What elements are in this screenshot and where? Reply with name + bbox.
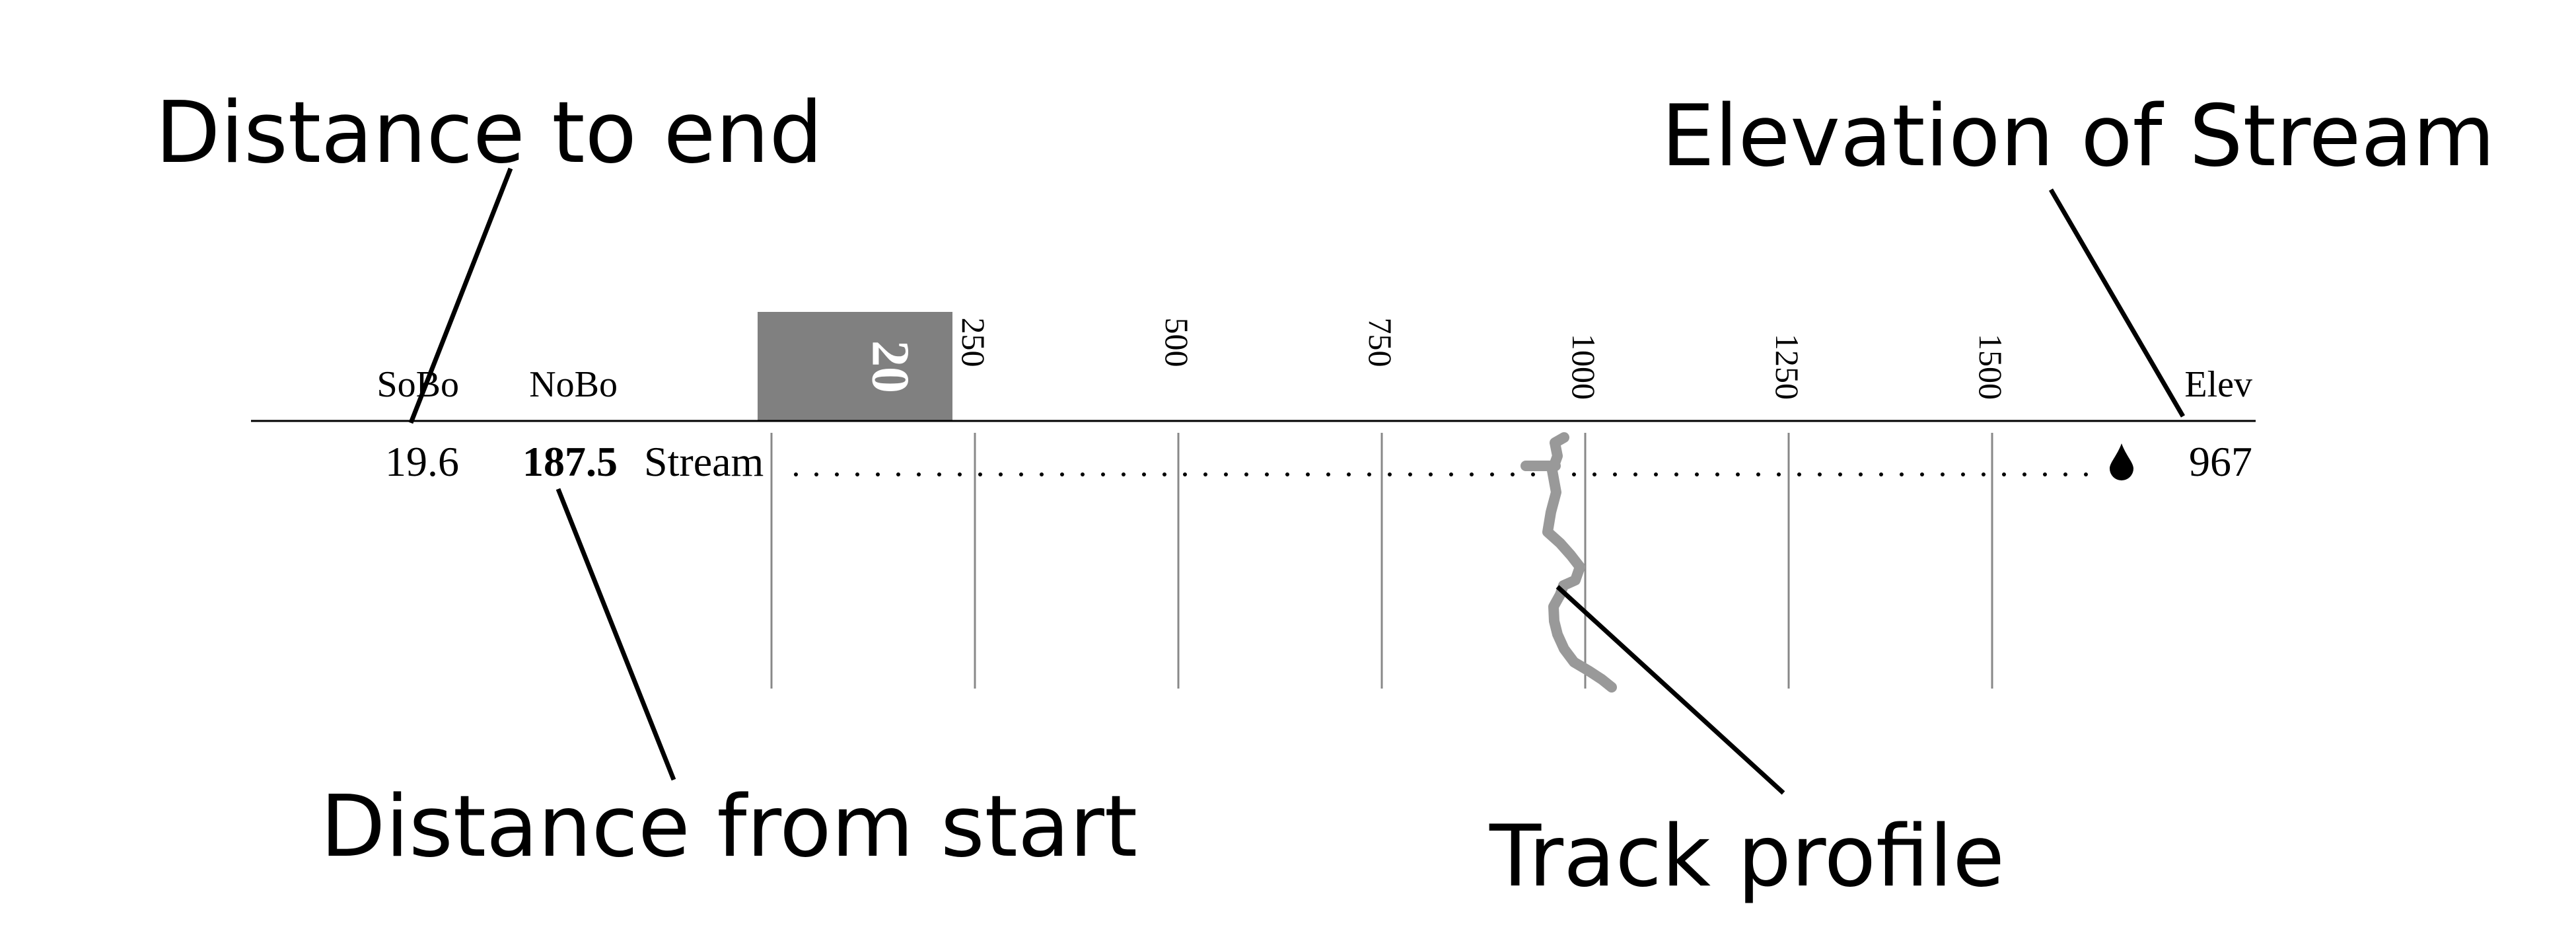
page-number: 20 [861, 340, 919, 393]
tick-label-1500: 1500 [1972, 334, 2009, 400]
callout-line-elevation [2048, 188, 2186, 418]
annotation-track-profile: Track profile [1489, 808, 2005, 906]
entry-name: Stream [644, 438, 764, 485]
nobo-value: 187.5 [522, 438, 618, 485]
callout-line-distance-from-start [555, 488, 676, 781]
tick-label-750: 750 [1362, 318, 1399, 367]
elevation-value: 967 [2189, 438, 2252, 485]
callout-line-distance-to-end [408, 167, 513, 424]
page-tab [758, 312, 952, 422]
tick-label-1000: 1000 [1565, 334, 1602, 400]
gridlines [770, 433, 1993, 689]
elev-header: Elev [2184, 364, 2252, 405]
nobo-header: NoBo [529, 364, 618, 405]
annotation-elevation-of-stream: Elevation of Stream [1661, 87, 2495, 186]
tick-label-500: 500 [1159, 318, 1196, 367]
track-profile [1521, 432, 1617, 693]
callout-line-track-profile [1556, 585, 1785, 795]
water-drop-icon [2110, 443, 2133, 480]
tick-label-250: 250 [955, 318, 992, 367]
sobo-header: SoBo [377, 364, 460, 405]
tick-label-1250: 1250 [1769, 334, 1806, 400]
annotation-distance-to-end: Distance to end [155, 84, 823, 182]
sobo-value: 19.6 [385, 438, 459, 485]
annotation-distance-from-start: Distance from start [320, 778, 1137, 876]
